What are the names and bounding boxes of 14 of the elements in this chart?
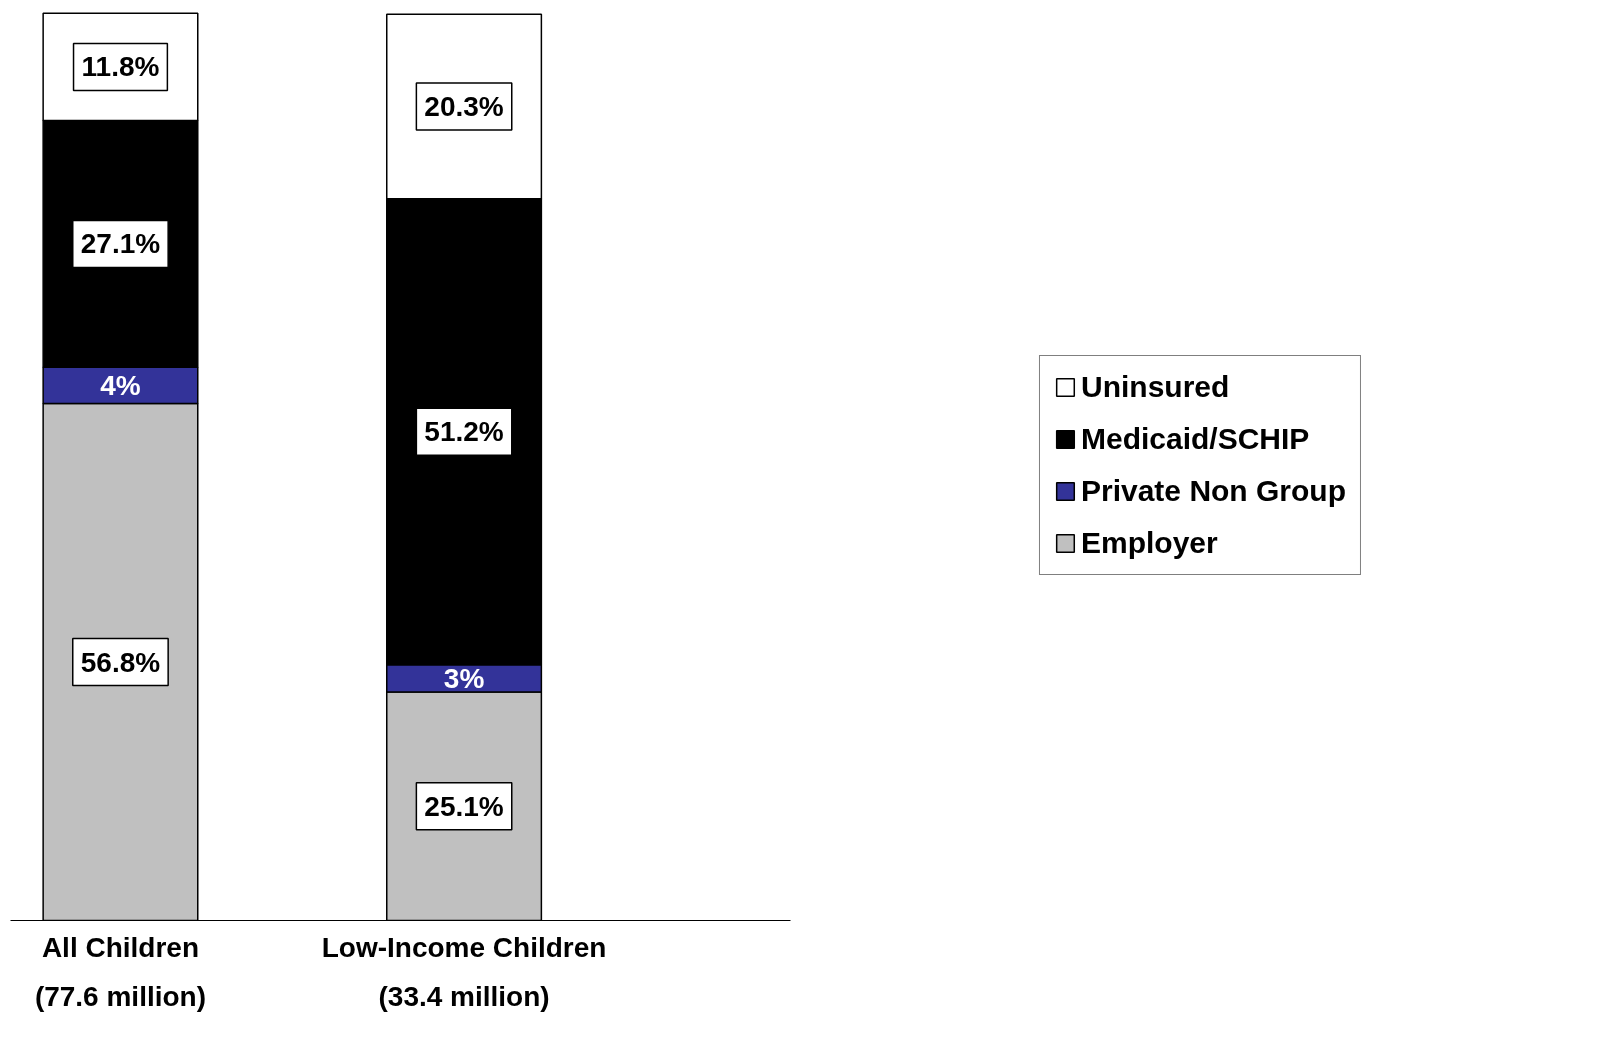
legend-label: Uninsured (1080, 370, 1230, 404)
data-label: 4% (100, 369, 141, 401)
x-tick-label: All Children (77.6 million) (34, 931, 207, 1013)
data-label: 56.8% (80, 646, 161, 678)
legend-label: Employer (1080, 526, 1218, 560)
data-label: 51.2% (424, 416, 504, 448)
legend-label: Medicaid/SCHIP (1080, 422, 1310, 456)
data-label: 27.1% (80, 228, 161, 260)
data-label: 11.8% (81, 51, 160, 83)
data-label: 25.1% (424, 790, 504, 822)
legend-label: Private Non Group (1080, 474, 1347, 508)
x-tick-label: Low-Income Children (33.4 million) (321, 931, 607, 1013)
data-label: 20.3% (424, 91, 504, 122)
data-label: 3% (443, 662, 485, 694)
